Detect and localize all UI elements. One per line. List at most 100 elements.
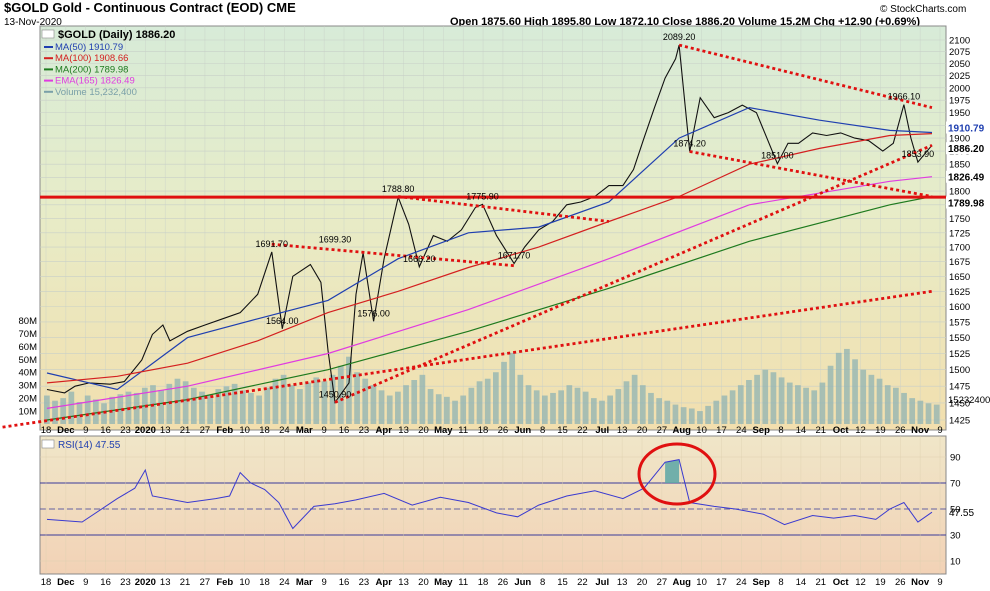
price-x-label: 14: [796, 425, 807, 436]
volume-bar: [721, 395, 728, 424]
volume-tick-label: 20M: [19, 394, 38, 405]
price-x-label: 9: [937, 425, 942, 436]
volume-bar: [476, 381, 483, 424]
price-x-label: 17: [716, 425, 727, 436]
volume-bar: [917, 400, 924, 424]
price-x-label: 10: [696, 425, 707, 436]
volume-bar: [484, 378, 491, 424]
price-annotation-label: 1699.30: [319, 234, 352, 244]
trend-line-lower-triangle-line: [689, 150, 933, 198]
volume-bar: [411, 380, 418, 424]
volume-bar: [239, 390, 246, 424]
price-tick-label: 1575: [949, 317, 970, 328]
volume-bar: [656, 398, 662, 424]
volume-bar: [305, 382, 311, 424]
trend-line-flag-line-2: [398, 195, 610, 223]
rsi-x-label: 2020: [135, 577, 156, 588]
volume-bar: [517, 374, 524, 424]
price-tick-label: 1425: [949, 416, 970, 427]
volume-bar: [746, 380, 752, 424]
volume-bar: [419, 374, 426, 424]
price-x-label: 16: [339, 425, 350, 436]
ohlc-readout: Open 1875.60 High 1895.80 Low 1872.10 Cl…: [450, 16, 920, 28]
price-tick-label: 2075: [949, 47, 970, 58]
rsi-tick-label: 10: [950, 557, 961, 568]
rsi-x-label: Aug: [672, 577, 691, 588]
price-tick-label: 1650: [949, 272, 970, 283]
volume-bar: [501, 361, 507, 424]
volume-bar: [84, 395, 91, 424]
volume-bar: [329, 374, 336, 424]
volume-bar: [370, 385, 377, 424]
volume-bar: [786, 382, 793, 424]
volume-tick-label: 80M: [19, 316, 38, 327]
series-line-ma-200-: [46, 195, 933, 421]
value-label-ma200: 1789.98: [948, 199, 985, 210]
series-line--gold-daily-: [46, 44, 933, 404]
price-annotation-label: 1450.90: [319, 389, 352, 399]
price-series: [46, 44, 933, 530]
price-x-label: Feb: [216, 425, 233, 436]
volume-bar: [272, 378, 279, 424]
price-x-label: 8: [778, 425, 783, 436]
price-x-label: 12: [855, 425, 866, 436]
volume-bar: [835, 352, 842, 424]
value-label-ma50: 1910.79: [948, 124, 985, 135]
price-x-label: 11: [458, 425, 468, 436]
rsi-x-label: 23: [359, 577, 370, 588]
price-x-label: Jun: [514, 425, 531, 436]
price-tick-label: 1675: [949, 257, 970, 268]
price-x-label: Sep: [752, 425, 770, 436]
price-annotation-label: 1966.10: [888, 92, 921, 102]
rsi-x-label: 22: [577, 577, 588, 588]
rsi-overbought-area: [665, 459, 680, 483]
volume-bar: [60, 398, 67, 424]
volume-bar: [631, 374, 638, 424]
price-annotation-label: 1666.20: [403, 254, 436, 264]
value-label-ema165: 1826.49: [948, 173, 985, 184]
rsi-x-label: 19: [875, 577, 886, 588]
volume-bar: [190, 387, 197, 424]
price-x-label: Dec: [57, 425, 74, 436]
volume-bar: [680, 407, 687, 424]
rsi-tick-label: 30: [950, 531, 961, 542]
volume-bar: [884, 385, 891, 424]
price-x-label: 18: [478, 425, 489, 436]
volume-bar: [460, 395, 467, 424]
rsi-legend: RSI(14) 47.55: [41, 439, 121, 451]
volume-bar: [868, 374, 875, 424]
legend-item: MA(100) 1908.66: [55, 53, 128, 64]
volume-bar: [199, 391, 205, 424]
volume-bar: [876, 378, 883, 424]
price-x-label: 23: [120, 425, 131, 436]
price-tick-label: 1700: [949, 243, 970, 254]
price-x-label: 13: [398, 425, 409, 436]
volume-bar: [729, 390, 736, 424]
volume-bar: [427, 389, 434, 424]
price-x-label: 13: [617, 425, 628, 436]
rsi-x-label: 12: [855, 577, 866, 588]
rsi-x-label: 27: [200, 577, 211, 588]
axis-ticks: 2100207520502025200019751950192519001875…: [19, 36, 971, 589]
price-annotation-label: 1671.70: [498, 251, 531, 261]
price-x-label: 27: [657, 425, 668, 436]
price-tick-label: 1500: [949, 365, 970, 376]
legend-title: $GOLD (Daily) 1886.20: [58, 29, 175, 41]
rsi-x-label: 24: [279, 577, 290, 588]
price-annotation-label: 2089.20: [663, 32, 696, 42]
price-x-label: 18: [41, 425, 52, 436]
volume-bar: [762, 369, 769, 424]
volume-bar: [362, 378, 369, 424]
price-x-label: 19: [875, 425, 886, 436]
volume-bar: [256, 395, 262, 424]
volume-bar: [223, 386, 230, 424]
volume-bar: [901, 392, 907, 424]
volume-bar: [321, 381, 328, 424]
price-x-label: 8: [540, 425, 545, 436]
volume-bar: [590, 398, 597, 424]
price-x-label: 23: [359, 425, 370, 436]
volume-bar: [566, 385, 573, 424]
price-x-label: 21: [816, 425, 827, 436]
volume-bar: [770, 372, 777, 424]
rsi-x-label: 24: [736, 577, 747, 588]
